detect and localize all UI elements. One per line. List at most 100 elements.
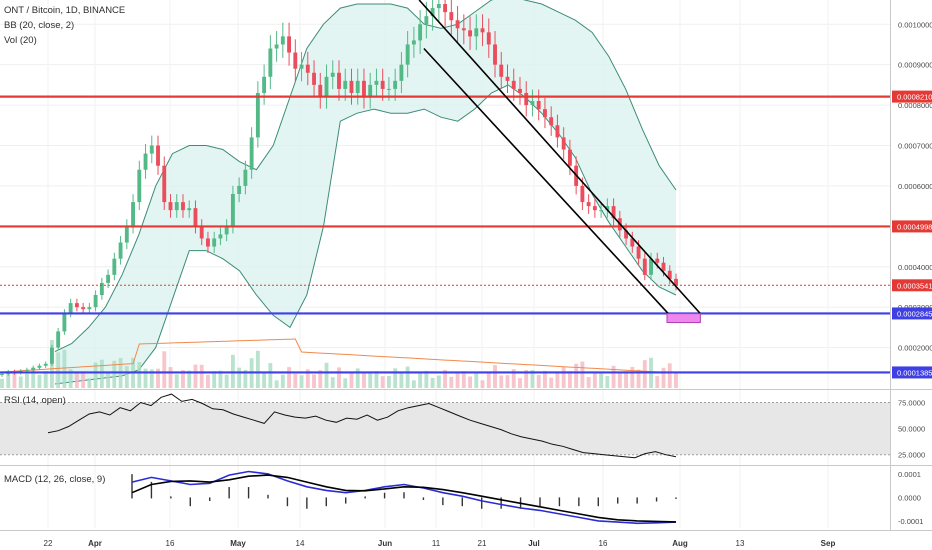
candle: [418, 24, 423, 41]
volume-bar: [443, 369, 448, 388]
volume-bar: [299, 375, 304, 388]
time-tick-label: May: [230, 539, 246, 548]
volume-bar: [237, 367, 242, 388]
rsi-pane[interactable]: 75.0000 50.0000 25.0000: [0, 393, 925, 460]
bb-legend[interactable]: BB (20, close, 2): [4, 20, 75, 31]
candle: [299, 64, 304, 69]
volume-bar: [25, 373, 29, 388]
rsi-tick-label: 75.0000: [898, 398, 925, 407]
volume-bar: [605, 376, 610, 388]
macd-pane[interactable]: 0.0001 0.0000 -0.0001: [131, 470, 923, 526]
candle: [0, 373, 4, 375]
volume-bar: [181, 370, 185, 388]
volume-bar: [580, 361, 585, 388]
price-label-text: 0.0003541: [897, 281, 932, 290]
volume-bar: [486, 372, 491, 388]
volume-bar: [218, 370, 223, 388]
price-axis[interactable]: 0.0010000 0.0009000 0.0008000 0.0007000 0.00…: [892, 20, 932, 379]
volume-bar: [474, 371, 479, 388]
volume-bar: [511, 369, 516, 388]
price-tick-label: 0.0008000: [898, 101, 932, 110]
volume-bar: [262, 371, 267, 388]
candle: [424, 16, 429, 25]
candle: [599, 210, 604, 212]
candle: [355, 80, 360, 93]
volume-bar: [449, 376, 454, 388]
candle: [386, 88, 391, 90]
price-label-tag: [892, 279, 932, 292]
volume-bar: [617, 372, 622, 388]
candle: [343, 80, 348, 89]
time-axis[interactable]: 22 Apr 16 May 14 Jun 11 21 Jul 16 Aug 13 Sep: [44, 539, 836, 548]
price-label-text: 0.0008210: [897, 93, 932, 102]
candle: [199, 226, 204, 239]
candle: [530, 101, 535, 106]
price-label-tag: [892, 366, 932, 379]
candle: [586, 202, 591, 207]
volume-bar: [6, 372, 11, 388]
volume-bar: [330, 377, 335, 388]
volume-bar: [343, 378, 348, 388]
candle: [106, 274, 111, 283]
volume-bar: [280, 374, 285, 388]
price-label-tag: [892, 220, 932, 233]
volume-bar: [68, 369, 73, 388]
candle: [68, 303, 73, 314]
volume-bar: [156, 368, 160, 388]
candle: [624, 230, 629, 239]
vol-legend[interactable]: Vol (20): [4, 35, 37, 46]
volume-bar: [362, 373, 366, 388]
candle: [25, 369, 29, 372]
rsi-tick-label: 50.0000: [898, 425, 925, 434]
volume-bar: [224, 374, 229, 388]
candle: [224, 226, 229, 235]
candle: [399, 64, 404, 81]
time-tick-label: 16: [166, 539, 175, 548]
volume-bar: [499, 375, 504, 388]
volume-bar: [287, 367, 292, 388]
price-label-text: 0.0002845: [897, 309, 932, 318]
candle: [655, 258, 660, 263]
candle: [524, 92, 529, 106]
price-tick-label: 0.0007000: [898, 142, 932, 151]
symbol-title[interactable]: ONT / Bitcoin, 1D, BINANCE: [4, 5, 126, 16]
candle: [162, 165, 167, 203]
volume-bar: [255, 350, 260, 388]
candle: [649, 258, 653, 275]
volume-bar: [355, 368, 360, 388]
candle: [642, 258, 647, 275]
volume-bar: [424, 370, 429, 388]
candle: [218, 234, 223, 239]
volume-bar: [411, 380, 416, 388]
candle: [118, 242, 123, 259]
rsi-legend[interactable]: RSI (14, open): [4, 395, 66, 406]
price-tick-label: 0.0004000: [898, 263, 932, 272]
macd-tick-label: 0.0001: [898, 470, 921, 479]
volume-bar: [642, 360, 647, 388]
candle: [536, 101, 541, 110]
candle: [611, 206, 616, 219]
price-tick-label: 0.0009000: [898, 61, 932, 70]
volume-bar: [630, 366, 635, 388]
candle: [636, 246, 641, 259]
volume-bar: [405, 366, 410, 388]
volume-bar: [193, 364, 198, 388]
volume-layer: [0, 338, 678, 388]
volume-bar: [243, 370, 248, 388]
volume-bar: [318, 370, 323, 388]
price-label-tag: [892, 307, 932, 320]
time-tick-label: 22: [44, 539, 53, 548]
candle: [280, 36, 285, 45]
volume-bar: [536, 374, 541, 388]
candle: [74, 303, 79, 308]
volume-bar: [592, 373, 597, 388]
candle: [124, 226, 129, 243]
macd-legend[interactable]: MACD (12, 26, close, 9): [4, 474, 106, 485]
drawings-layer[interactable]: [0, 0, 890, 374]
candle: [393, 80, 398, 89]
time-tick-label: 16: [599, 539, 608, 548]
bb-lower-band: [54, 84, 677, 385]
time-tick-label: Sep: [821, 539, 836, 548]
